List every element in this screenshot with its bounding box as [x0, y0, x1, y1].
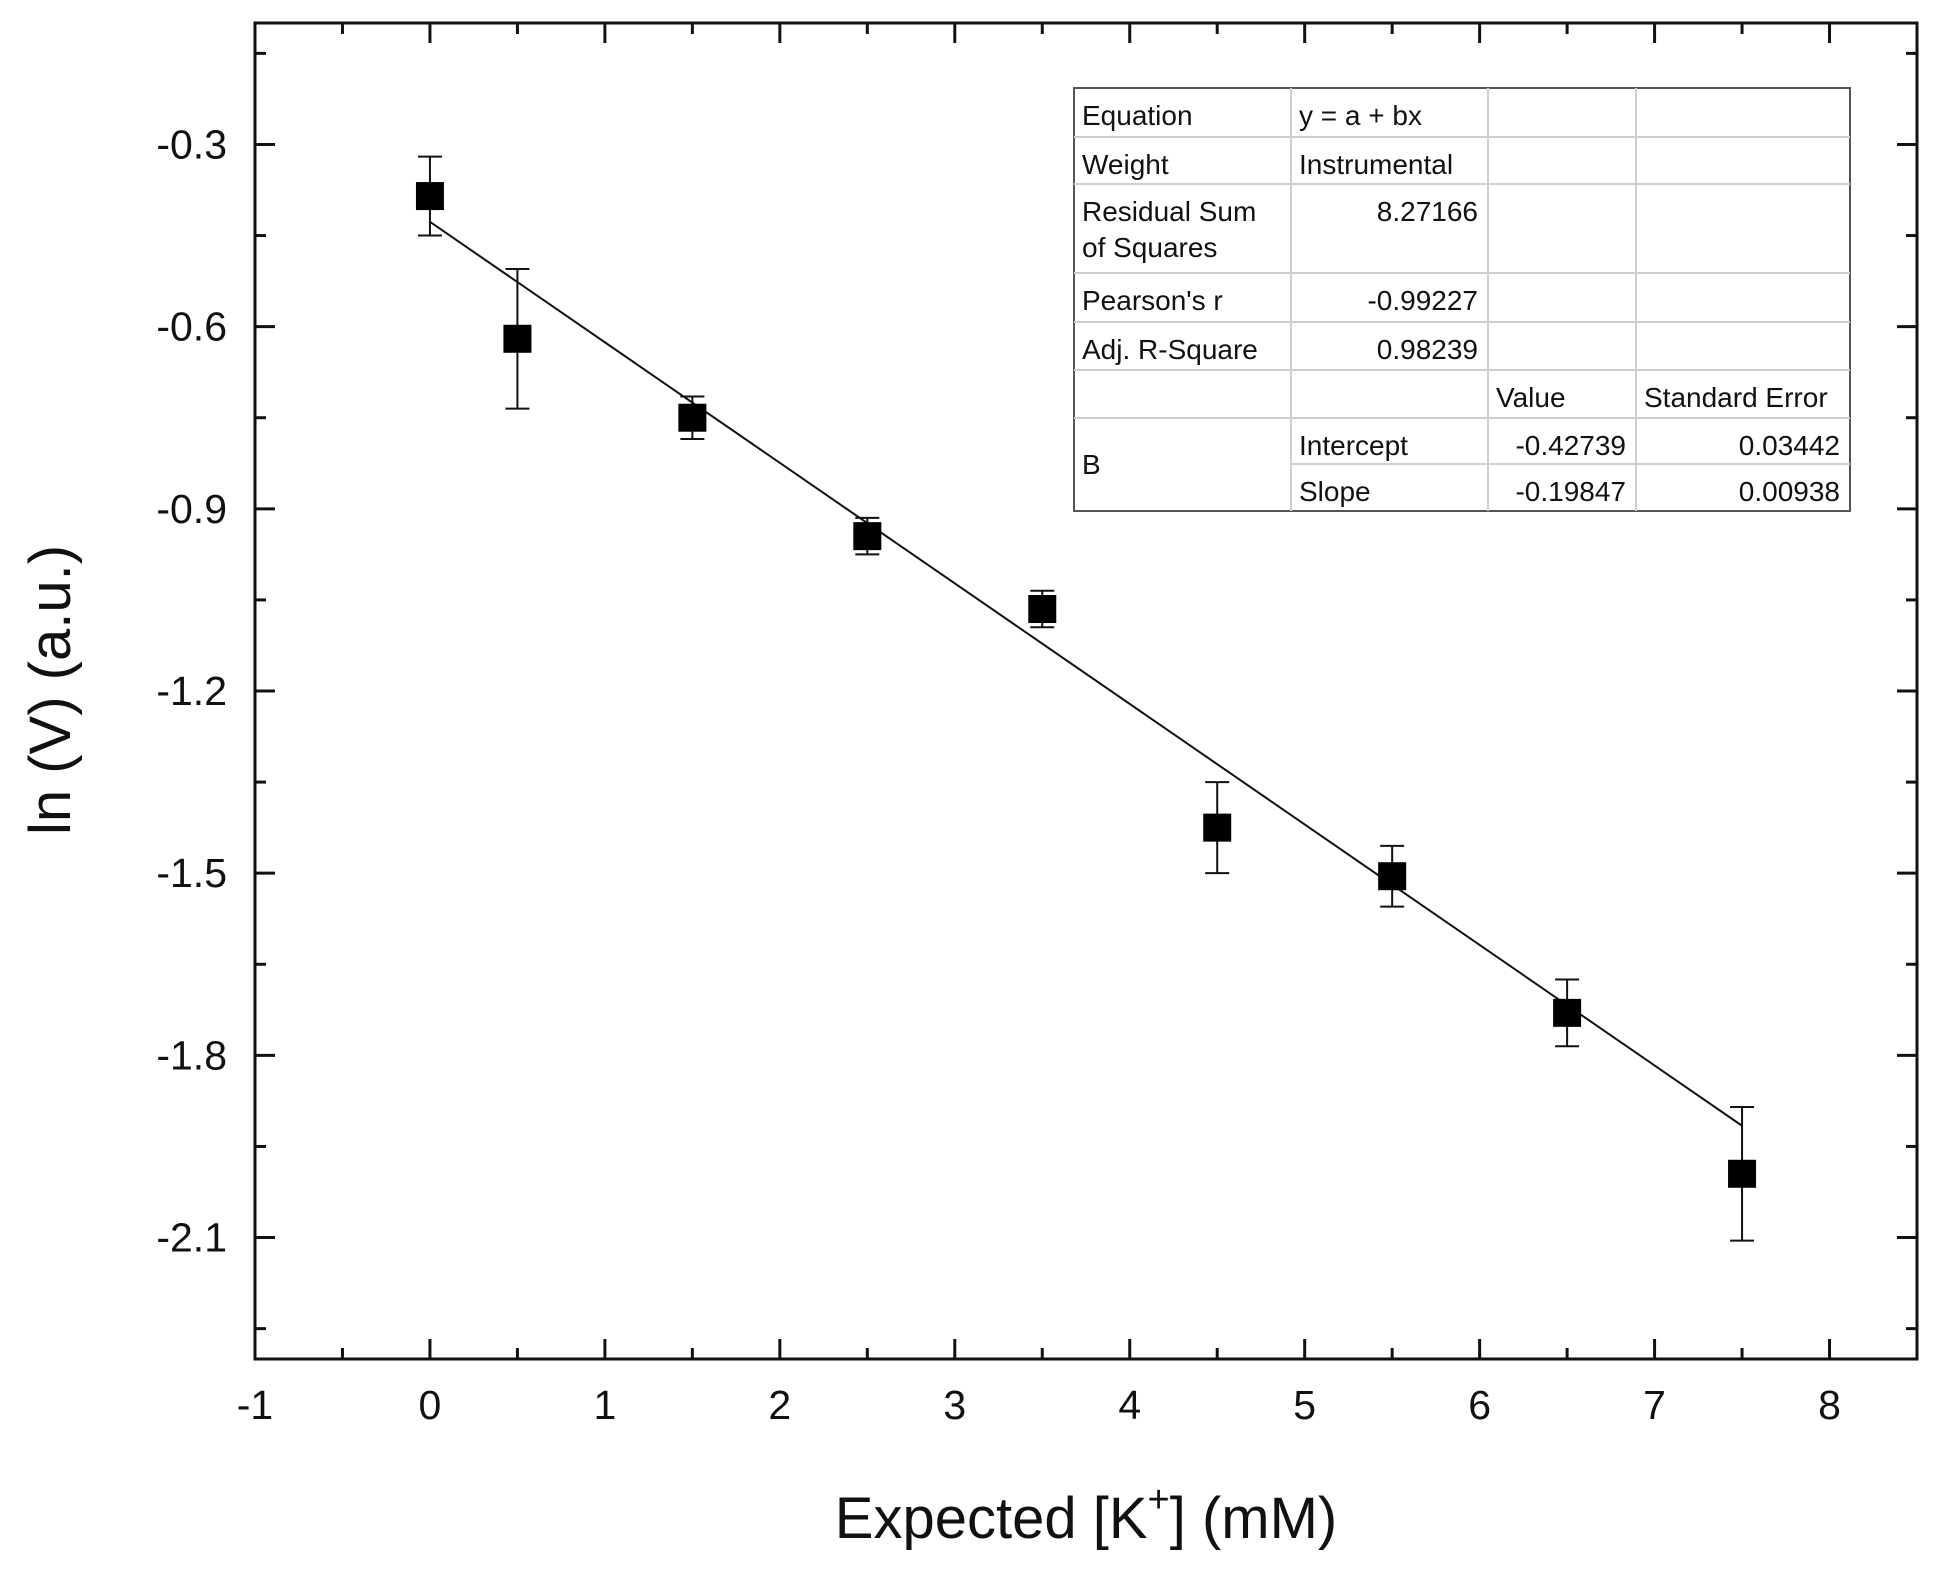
y-axis-title: ln (V) (a.u.)	[18, 545, 83, 835]
fit-line-layer	[429, 220, 1743, 1127]
stats-cell: Equation	[1082, 100, 1193, 131]
stats-cell: 0.98239	[1377, 334, 1478, 365]
stats-cell: Residual Sum of Squares	[1082, 196, 1256, 263]
stats-cell: Weight	[1082, 149, 1169, 180]
stats-cell: Intercept	[1299, 430, 1408, 461]
data-point-marker	[1203, 813, 1232, 842]
x-tick-label: 5	[1293, 1382, 1316, 1428]
x-tick-label: 0	[419, 1382, 442, 1428]
stats-cell: 0.00938	[1739, 476, 1840, 507]
data-point-marker	[503, 324, 532, 353]
tick-labels: -1 0 1 2 3 4 5 6 7 8 -0.3 -0.6 -0.9 -1.2 -1.5 -1.8 -2.1	[156, 121, 1841, 1428]
y-tick-label: -0.3	[156, 121, 227, 167]
stats-cell: y = a + bx	[1299, 100, 1422, 131]
stats-cell: Pearson's r	[1082, 285, 1223, 316]
stats-cell: 8.27166	[1377, 196, 1478, 227]
stats-cell: Adj. R-Square	[1082, 334, 1258, 365]
data-points	[415, 182, 1757, 1188]
x-tick-label: 2	[768, 1382, 791, 1428]
stats-cell: -0.42739	[1515, 430, 1626, 461]
data-point-marker	[1728, 1159, 1757, 1188]
data-point-marker	[1378, 862, 1407, 891]
fit-line	[429, 220, 1743, 1127]
stats-cell: Value	[1496, 382, 1566, 413]
data-point-marker	[853, 522, 882, 551]
x-tick-label: 4	[1118, 1382, 1141, 1428]
stats-cell: Slope	[1299, 476, 1371, 507]
y-tick-label: -2.1	[156, 1215, 227, 1261]
y-tick-label: -1.8	[156, 1032, 227, 1078]
data-point-marker	[1553, 998, 1582, 1027]
data-point-marker	[1028, 595, 1057, 624]
stats-cell: 0.03442	[1739, 430, 1840, 461]
stats-cell: -0.99227	[1367, 285, 1478, 316]
fit-statistics-table: Equation y = a + bx Weight Instrumental Resi…	[1073, 87, 1851, 512]
data-point-marker	[678, 403, 707, 432]
x-tick-label: -1	[237, 1382, 273, 1428]
x-tick-label: 7	[1643, 1382, 1666, 1428]
y-tick-label: -1.2	[156, 668, 227, 714]
stats-cell: Standard Error	[1644, 382, 1828, 413]
stats-table-background	[1073, 87, 1851, 512]
x-tick-label: 6	[1468, 1382, 1491, 1428]
data-point-marker	[415, 182, 444, 211]
y-tick-label: -1.5	[156, 850, 227, 896]
x-axis-title: Expected [K+] (mM)	[835, 1479, 1337, 1551]
axis-ticks	[253, 23, 1917, 1359]
stats-cell: B	[1082, 449, 1101, 480]
y-tick-label: -0.6	[156, 304, 227, 350]
x-tick-label: 8	[1818, 1382, 1841, 1428]
y-tick-label: -0.9	[156, 486, 227, 532]
stats-cell: -0.19847	[1515, 476, 1626, 507]
x-tick-label: 3	[943, 1382, 966, 1428]
stats-cell: Instrumental	[1299, 149, 1453, 180]
x-tick-label: 1	[593, 1382, 616, 1428]
